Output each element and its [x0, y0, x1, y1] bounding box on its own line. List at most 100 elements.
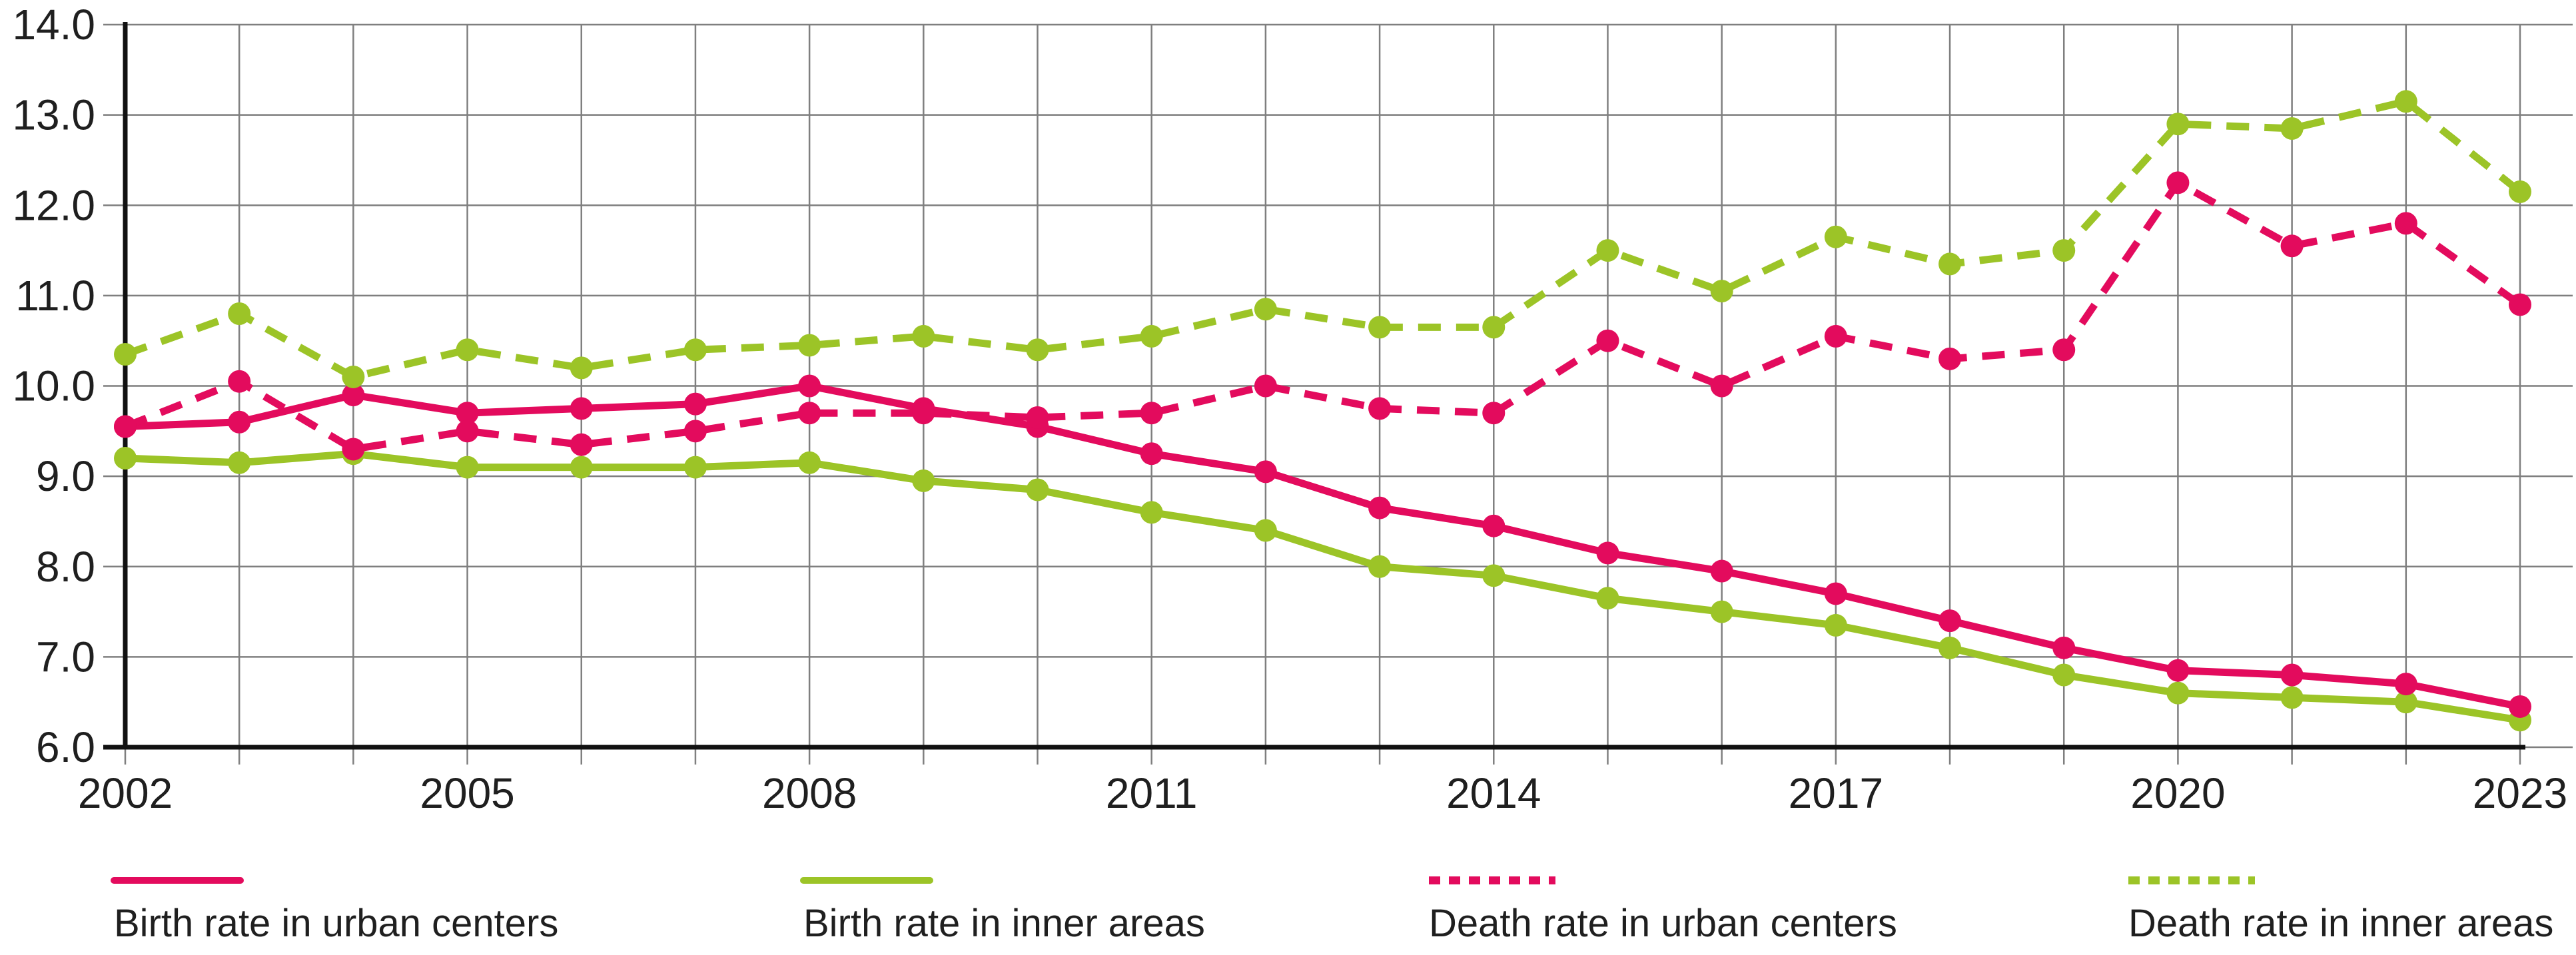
- legend: Birth rate in urban centers Birth rate i…: [111, 876, 2553, 945]
- series-line-3: [124, 97, 2523, 381]
- y-tick-label: 8.0: [36, 543, 95, 591]
- data-point: [228, 451, 251, 474]
- y-tick-label: 11.0: [15, 272, 95, 320]
- data-point: [1596, 239, 1619, 262]
- legend-label-birth-inner: Birth rate in inner areas: [803, 902, 1205, 945]
- gridlines: [103, 23, 2573, 765]
- data-point: [683, 338, 707, 362]
- legend-item-death-urban: Death rate in urban centers: [1429, 876, 1897, 945]
- legend-item-birth-urban: Birth rate in urban centers: [111, 877, 558, 945]
- data-point: [1254, 519, 1277, 542]
- data-point: [1368, 316, 1392, 339]
- data-point: [570, 456, 593, 479]
- y-tick-label: 14.0: [12, 1, 95, 49]
- legend-label-birth-urban: Birth rate in urban centers: [114, 902, 558, 945]
- data-point: [912, 402, 935, 425]
- x-tick-label: 2020: [2130, 769, 2225, 817]
- y-tick-label: 10.0: [12, 362, 95, 410]
- data-point: [2166, 659, 2190, 682]
- data-point: [114, 343, 137, 366]
- data-point: [1140, 324, 1163, 348]
- data-point: [1710, 600, 1733, 623]
- series-line-0: [121, 382, 2524, 711]
- series-plot: [114, 90, 2531, 732]
- data-point: [2394, 673, 2417, 696]
- series-line-1: [121, 450, 2524, 724]
- data-point: [1824, 582, 1847, 605]
- x-tick-label: 2011: [1106, 769, 1198, 817]
- legend-label-death-inner: Death rate in inner areas: [2128, 902, 2553, 945]
- data-point: [456, 420, 479, 443]
- data-point: [2280, 117, 2304, 140]
- y-tick-label: 13.0: [12, 91, 95, 139]
- data-point: [2166, 113, 2190, 136]
- x-tick-label: 2005: [420, 769, 514, 817]
- data-point: [570, 433, 593, 456]
- y-tick-label: 9.0: [36, 452, 95, 500]
- data-point: [342, 384, 365, 407]
- data-point: [1368, 555, 1392, 578]
- data-point: [1596, 329, 1619, 352]
- data-point: [1026, 338, 1049, 362]
- data-point: [1482, 402, 1505, 425]
- data-point: [2052, 338, 2076, 362]
- data-point: [1824, 324, 1847, 348]
- data-point: [1938, 252, 1962, 276]
- data-point: [1140, 402, 1163, 425]
- data-point: [456, 338, 479, 362]
- data-point: [683, 420, 707, 443]
- data-point: [798, 451, 821, 474]
- data-point: [2052, 239, 2076, 262]
- data-point: [2166, 171, 2190, 194]
- data-point: [228, 370, 251, 393]
- data-point: [912, 469, 935, 492]
- x-tick-label: 2008: [762, 769, 857, 817]
- y-tick-label: 7.0: [36, 633, 95, 681]
- data-point: [1026, 478, 1049, 501]
- axes: [103, 22, 2525, 750]
- data-point: [2280, 663, 2304, 687]
- series-line-2: [123, 178, 2523, 453]
- data-point: [798, 374, 821, 398]
- x-tick-label: 2002: [78, 769, 173, 817]
- data-point: [342, 438, 365, 461]
- data-point: [1824, 613, 1847, 637]
- data-point: [1710, 559, 1733, 583]
- data-point: [2394, 90, 2417, 113]
- x-tick-label: 2017: [1789, 769, 1883, 817]
- data-point: [1368, 496, 1392, 519]
- data-point: [1368, 397, 1392, 420]
- data-point: [1824, 225, 1847, 248]
- data-point: [1596, 541, 1619, 565]
- data-point: [456, 402, 479, 425]
- data-point: [2508, 695, 2531, 718]
- data-point: [570, 356, 593, 380]
- data-point: [2508, 180, 2531, 203]
- data-point: [1938, 636, 1962, 659]
- data-point: [912, 324, 935, 348]
- data-point: [1596, 587, 1619, 610]
- data-point: [1254, 374, 1277, 398]
- data-point: [228, 302, 251, 325]
- y-tick-label: 6.0: [36, 723, 95, 771]
- data-point: [2052, 636, 2076, 659]
- data-point: [1026, 406, 1049, 429]
- data-point: [2508, 293, 2531, 316]
- data-point: [1140, 442, 1163, 466]
- legend-label-death-urban: Death rate in urban centers: [1429, 902, 1897, 945]
- data-point: [798, 334, 821, 357]
- data-point: [1938, 609, 1962, 633]
- y-tick-label: 12.0: [12, 181, 95, 229]
- data-point: [114, 447, 137, 470]
- data-point: [342, 365, 365, 388]
- data-point: [683, 392, 707, 416]
- data-point: [798, 402, 821, 425]
- data-point: [2280, 234, 2304, 258]
- data-point: [1482, 564, 1505, 587]
- y-tick-labels: 14.0 13.0 12.0 11.0 10.0 9.0 8.0 7.0 6.0: [12, 1, 95, 771]
- x-tick-labels: 2002 2005 2008 2011 2014 2017 2020 2023: [78, 769, 2567, 817]
- data-point: [2166, 681, 2190, 705]
- data-point: [1710, 374, 1733, 398]
- data-point: [2052, 663, 2076, 687]
